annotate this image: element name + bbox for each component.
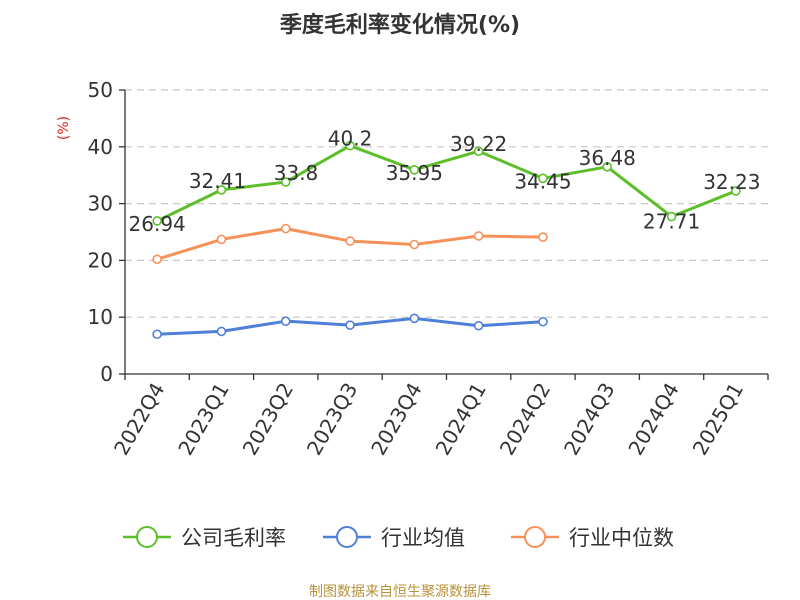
- data-point: [409, 165, 420, 175]
- data-point: [538, 316, 548, 327]
- data-label: 33.8: [274, 161, 319, 185]
- legend: 公司毛利率 行业均值 行业中位数: [123, 526, 674, 550]
- legend-label: 行业中位数: [569, 526, 674, 550]
- x-tick-label: 2023Q4: [366, 379, 426, 460]
- series-lines: [152, 140, 741, 340]
- data-point: [216, 234, 227, 245]
- data-label: 26.94: [129, 212, 186, 236]
- y-tick-label: 0: [100, 362, 113, 386]
- data-point: [538, 232, 548, 242]
- data-point: [345, 320, 355, 330]
- legend-label: 公司毛利率: [181, 526, 286, 550]
- legend-marker: [524, 526, 546, 548]
- data-point: [538, 173, 548, 184]
- axes: 0 10 20 30 40 50 2022Q4 2023Q1 2023Q2 2023Q3 2023Q…: [88, 78, 769, 460]
- y-tick-label: 10: [88, 305, 113, 329]
- x-tick-label: 2022Q4: [109, 379, 169, 460]
- data-label: 34.45: [514, 169, 571, 193]
- y-tick-label: 50: [88, 78, 113, 102]
- x-tick-label: 2024Q4: [623, 379, 683, 460]
- data-point: [409, 239, 420, 250]
- y-tick-label: 30: [88, 192, 113, 216]
- source-note: 制图数据来自恒生聚源数据库: [309, 584, 491, 600]
- y-tick-label: 40: [88, 135, 113, 159]
- data-label: 36.48: [579, 146, 636, 170]
- data-point: [409, 313, 420, 324]
- data-point: [473, 231, 484, 241]
- grid-lines: [125, 89, 768, 318]
- x-tick-label: 2023Q3: [302, 379, 362, 460]
- data-point: [152, 254, 162, 265]
- data-label: 40.2: [328, 127, 373, 151]
- x-tick-label: 2023Q1: [173, 379, 233, 460]
- series-line-0: [156, 144, 737, 223]
- data-point: [280, 223, 291, 234]
- data-point: [280, 177, 291, 187]
- data-point: [731, 186, 741, 196]
- data-point: [666, 211, 677, 222]
- legend-label: 行业均值: [381, 526, 465, 550]
- data-label: 39.22: [450, 132, 507, 156]
- data-point: [280, 316, 291, 326]
- data-point: [345, 140, 355, 151]
- x-tick-label: 2024Q3: [559, 379, 619, 460]
- data-point: [216, 326, 227, 337]
- x-tick-label: 2024Q1: [431, 379, 491, 460]
- x-tick-label: 2025Q1: [688, 379, 748, 460]
- x-tick-label: 2024Q2: [495, 379, 555, 460]
- data-point: [152, 216, 162, 226]
- y-axis-unit-label: (%): [56, 116, 72, 140]
- data-point: [473, 146, 484, 157]
- data-point: [345, 236, 355, 246]
- data-point: [152, 329, 162, 340]
- y-tick-label: 20: [88, 248, 113, 272]
- legend-marker: [136, 526, 158, 548]
- legend-marker: [336, 526, 358, 548]
- x-tick-label: 2023Q2: [238, 379, 298, 460]
- chart-title: 季度毛利率变化情况(%): [280, 12, 520, 38]
- data-label: 32.23: [703, 170, 760, 194]
- data-label: 35.95: [386, 161, 443, 185]
- data-point: [216, 185, 227, 195]
- data-label: 32.41: [189, 169, 246, 193]
- data-point: [602, 161, 613, 172]
- data-point: [473, 320, 484, 331]
- data-label: 27.71: [643, 210, 700, 234]
